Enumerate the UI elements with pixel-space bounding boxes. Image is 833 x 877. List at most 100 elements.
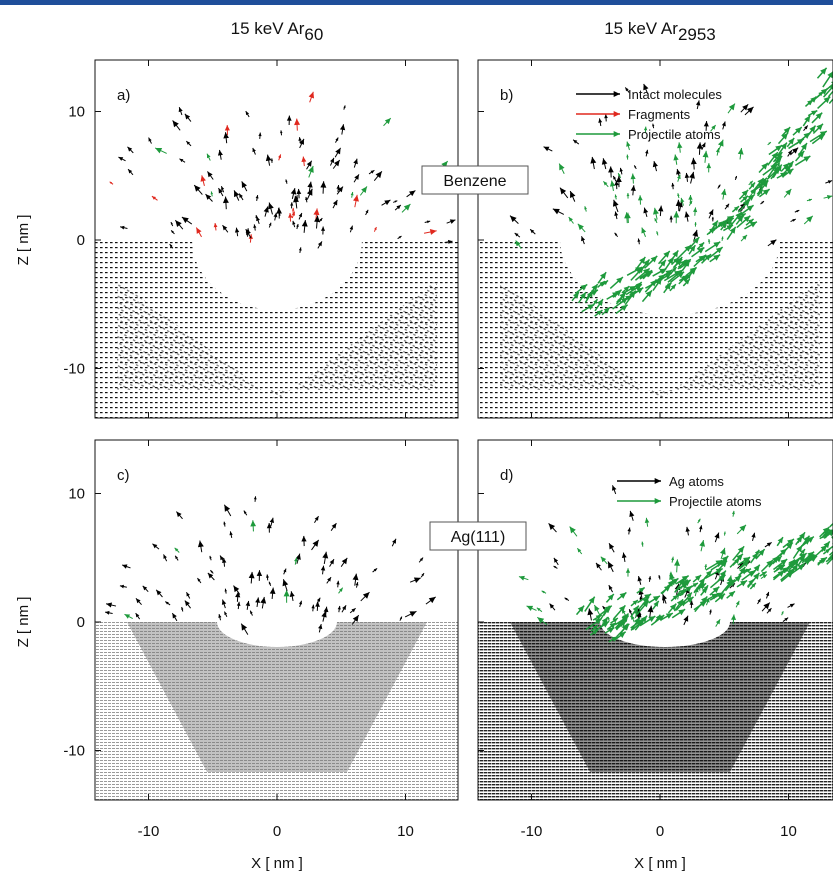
arrow-head: [336, 580, 340, 585]
arrow-head: [667, 257, 674, 265]
panel-frame: [477, 439, 833, 801]
arrow-head: [614, 232, 618, 236]
arrow-head: [804, 125, 808, 130]
arrow-head: [604, 605, 612, 612]
arrow-head: [353, 158, 358, 165]
arrow-head: [392, 538, 397, 544]
arrow-head: [307, 181, 313, 188]
arrow-head: [721, 121, 726, 127]
vacuum: [478, 440, 833, 622]
arrow-head: [593, 299, 598, 304]
arrow-head: [827, 180, 833, 184]
arrow-head: [273, 212, 278, 218]
arrow-head: [210, 191, 214, 195]
arrow-head: [549, 603, 555, 609]
arrow-head: [820, 88, 828, 95]
arrow-head: [809, 125, 816, 133]
arrow-head: [715, 568, 723, 575]
arrow-head: [179, 158, 184, 163]
arrow-head: [692, 229, 699, 237]
arrow-head: [224, 125, 230, 131]
arrow-head: [587, 304, 595, 311]
arrow-head: [742, 104, 749, 111]
arrow-head: [616, 175, 622, 183]
arrow-head: [339, 124, 346, 131]
arrow-head: [118, 157, 124, 161]
panel: [95, 440, 458, 800]
panel: [478, 440, 833, 800]
arrow-head: [614, 180, 619, 186]
arrow-head: [384, 118, 391, 125]
arrow-head: [629, 285, 637, 292]
arrow-head: [819, 131, 827, 137]
arrow-head: [626, 141, 631, 147]
arrow-head: [639, 596, 642, 600]
arrow-head: [290, 202, 294, 206]
arrow-head: [288, 212, 293, 218]
arrow-head: [782, 162, 790, 170]
arrow-head: [413, 577, 421, 583]
arrow-head: [607, 627, 615, 634]
arrow-head: [654, 478, 661, 484]
arrow-head: [706, 163, 712, 169]
arrow-head: [653, 600, 659, 607]
arrow-head: [808, 198, 812, 202]
arrow-head: [761, 571, 767, 576]
arrow-head: [313, 208, 320, 216]
arrow-head: [294, 195, 299, 200]
arrow-head: [196, 227, 202, 234]
arrow-head: [421, 573, 425, 577]
arrow-head: [689, 267, 697, 274]
labels: a) 10 0 -10 b) c) 10 0 -10 -10 0 10 d) -10 0 10 15 keV A…: [15, 19, 797, 872]
arrow-head: [781, 611, 784, 614]
arrow-head: [684, 245, 692, 252]
arrow-head: [641, 227, 647, 234]
arrow-head: [175, 220, 182, 227]
title-text: 15 keV Ar: [604, 19, 678, 38]
arrow-head: [686, 596, 694, 604]
annotation-box: [429, 521, 527, 551]
arrow-head: [577, 548, 582, 553]
arrow-head: [707, 238, 711, 242]
arrow-head: [757, 598, 761, 603]
arrow-head: [717, 139, 724, 147]
arrow-head: [799, 553, 807, 560]
legend-label: Projectile atoms: [669, 494, 762, 509]
arrow-head: [746, 106, 754, 114]
arrow-head: [596, 562, 601, 569]
arrow-head: [109, 181, 113, 185]
arrow-head: [816, 123, 823, 131]
arrow-head: [409, 611, 417, 617]
arrow-head: [784, 617, 789, 622]
arrow-head: [822, 526, 830, 534]
arrow-head: [676, 168, 681, 175]
arrow-head: [209, 555, 212, 559]
x-tick-label: 0: [273, 823, 281, 840]
arrow-head: [419, 557, 424, 562]
arrow-head: [767, 608, 772, 613]
arrow-head: [350, 191, 354, 196]
arrow-head: [174, 547, 179, 552]
arrow-head: [312, 539, 319, 547]
arrow: [825, 555, 833, 563]
panel-label: c): [117, 467, 130, 484]
arrow-head: [797, 564, 805, 571]
vacuum: [95, 440, 458, 622]
arrow-head: [627, 527, 631, 532]
arrow-head: [737, 148, 744, 155]
arrow-head: [743, 557, 750, 565]
arrow-head: [741, 189, 749, 197]
arrow-head: [679, 589, 686, 596]
arrow-head: [658, 274, 666, 281]
arrow-head: [652, 161, 658, 168]
arrow-head: [320, 181, 327, 188]
arrow-head: [676, 269, 684, 276]
arrow-head: [643, 259, 650, 267]
arrow-head: [629, 510, 635, 518]
arrow-head: [636, 619, 643, 626]
arrow-head: [652, 123, 655, 127]
arrow-head: [829, 84, 833, 91]
arrow-head: [680, 197, 685, 203]
arrow-head: [686, 592, 692, 599]
arrow-head: [703, 121, 709, 127]
